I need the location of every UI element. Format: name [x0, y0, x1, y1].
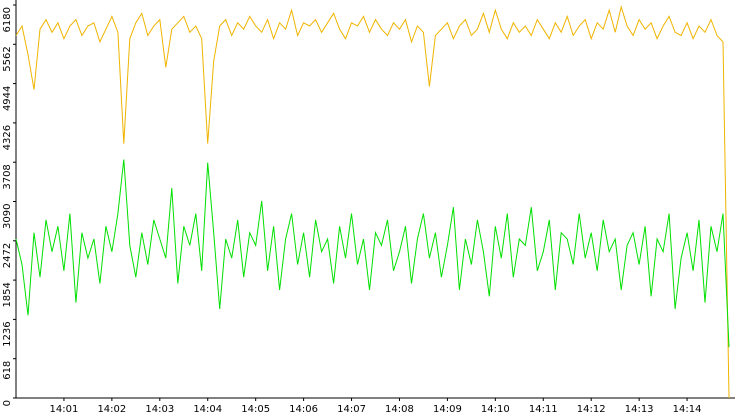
y-tick-label: 4944: [2, 86, 13, 111]
y-tick-label: 0: [2, 400, 13, 406]
x-tick-label: 14:05: [241, 404, 270, 415]
series-line: [15, 159, 730, 348]
x-tick-label: 14:06: [289, 404, 318, 415]
y-tick-label: 2472: [2, 243, 13, 268]
x-tick-label: 14:03: [145, 404, 174, 415]
y-tick-label: 3708: [2, 164, 13, 189]
x-tick-label: 14:09: [433, 404, 462, 415]
x-tick-label: 14:08: [385, 404, 414, 415]
x-tick-label: 14:01: [50, 404, 79, 415]
y-tick-label: 618: [2, 361, 13, 380]
x-tick-label: 14:11: [529, 404, 558, 415]
x-tick-label: 14:10: [481, 404, 510, 415]
y-tick-label: 1854: [2, 282, 13, 307]
x-tick-label: 14:04: [193, 404, 222, 415]
x-tick-label: 14:07: [337, 404, 366, 415]
y-tick-label: 5562: [2, 46, 13, 71]
y-tick-label: 3090: [2, 204, 13, 229]
x-tick-label: 14:14: [673, 404, 702, 415]
x-tick-label: 14:02: [97, 404, 126, 415]
y-tick-label: 1236: [2, 321, 13, 346]
y-tick-label: 4326: [2, 125, 13, 150]
x-tick-label: 14:12: [577, 404, 606, 415]
y-tick-label: 6180: [2, 7, 13, 32]
x-tick-label: 14:13: [625, 404, 654, 415]
series-line: [15, 4, 730, 399]
